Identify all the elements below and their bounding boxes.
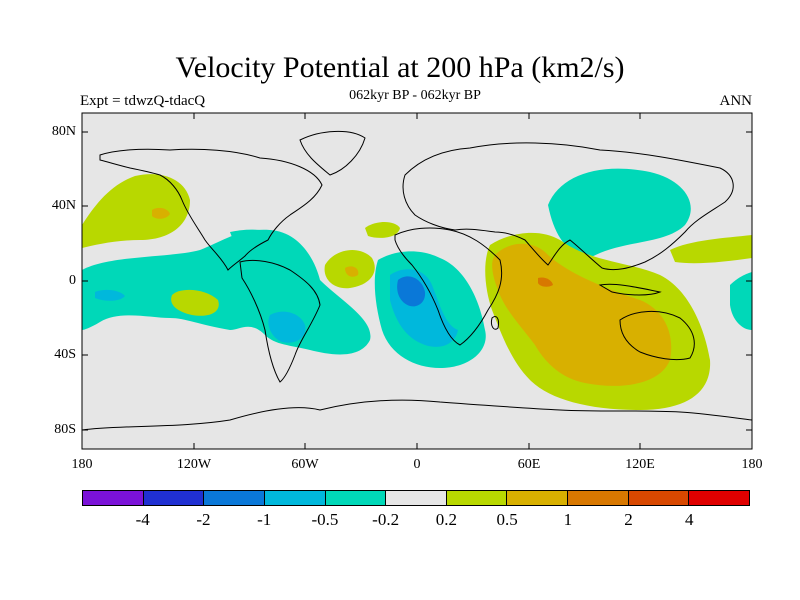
colorbar-label: -0.2 [372, 510, 400, 529]
lon-tick-label: 60E [517, 457, 541, 472]
coast-south-america [239, 259, 321, 383]
contour-neg-pac-inner [95, 289, 125, 301]
plot-title: Velocity Potential at 200 hPa (km2/s) [175, 51, 625, 84]
colorbar-box [628, 491, 690, 505]
colorbar-label: 1 [563, 510, 573, 529]
contour-neg-africa-core [397, 276, 426, 307]
colorbar-label: -2 [196, 510, 211, 529]
lon-tick-label: 180 [741, 457, 763, 472]
coast-africa [394, 227, 503, 346]
colorbar-box [83, 491, 144, 505]
colorbar-box [204, 491, 265, 505]
lon-tick-label: 120W [176, 457, 212, 472]
contour-neg-wpac [730, 272, 752, 330]
colorbar-label: 0.5 [496, 510, 518, 529]
colorbar-label: 0.2 [435, 510, 457, 529]
contour-pos-atlantic-core [345, 266, 359, 277]
lon-tick-label: 0 [413, 457, 421, 472]
lat-tick-label: 40S [54, 347, 76, 362]
colorbar [82, 490, 750, 506]
coast-madagascar [491, 315, 499, 330]
lat-tick-label: 80N [51, 124, 76, 139]
colorbar-label: -1 [257, 510, 272, 529]
lat-tick-label: 0 [69, 273, 76, 288]
coast-eurasia [402, 142, 734, 271]
season-label: ANN [719, 93, 753, 109]
coast-greenland [299, 130, 366, 176]
lat-tick-label: 40N [51, 198, 76, 213]
contour-pos-naf [365, 222, 400, 238]
coast-australia [619, 310, 695, 361]
colorbar-label: 2 [624, 510, 633, 529]
coast-north-america [99, 148, 323, 271]
coastlines [82, 130, 752, 431]
contour-neg-asia [548, 168, 691, 258]
colorbar-box [143, 491, 205, 505]
contour-pos-epac [171, 289, 219, 316]
contour-pos-main-inner [492, 243, 672, 386]
coast-antarctica [82, 399, 752, 431]
lon-tick-label: 60W [291, 457, 319, 472]
contour-fields [82, 168, 752, 410]
colorbar-box [264, 491, 326, 505]
colorbar-box [689, 491, 750, 505]
colorbar-box [446, 491, 508, 505]
lon-tick-label: 120E [625, 457, 655, 472]
contour-neg-sa-inner [268, 311, 306, 343]
contour-pos-npac [82, 174, 190, 248]
experiment-label: Expt = tdwzQ-tdacQ [80, 93, 206, 109]
colorbar-box [507, 491, 569, 505]
contour-pos-npac-core [152, 207, 170, 219]
colorbar-box [386, 491, 447, 505]
coast-indonesia [598, 283, 662, 296]
colorbar-box [325, 491, 387, 505]
lon-tick-label: 180 [71, 457, 93, 472]
axis-ticks [81, 113, 753, 449]
contour-pos-wpac [670, 235, 752, 264]
plot-subtitle: 062kyr BP - 062kyr BP [349, 88, 481, 103]
colorbar-label: -0.5 [311, 510, 339, 529]
contour-neg-eastpac [230, 229, 280, 248]
colorbar-label: 4 [685, 510, 694, 529]
lat-tick-label: 80S [54, 422, 76, 437]
colorbar-label: -4 [135, 510, 150, 529]
colorbar-box [568, 491, 629, 505]
contour-pos-main-core [538, 277, 553, 287]
